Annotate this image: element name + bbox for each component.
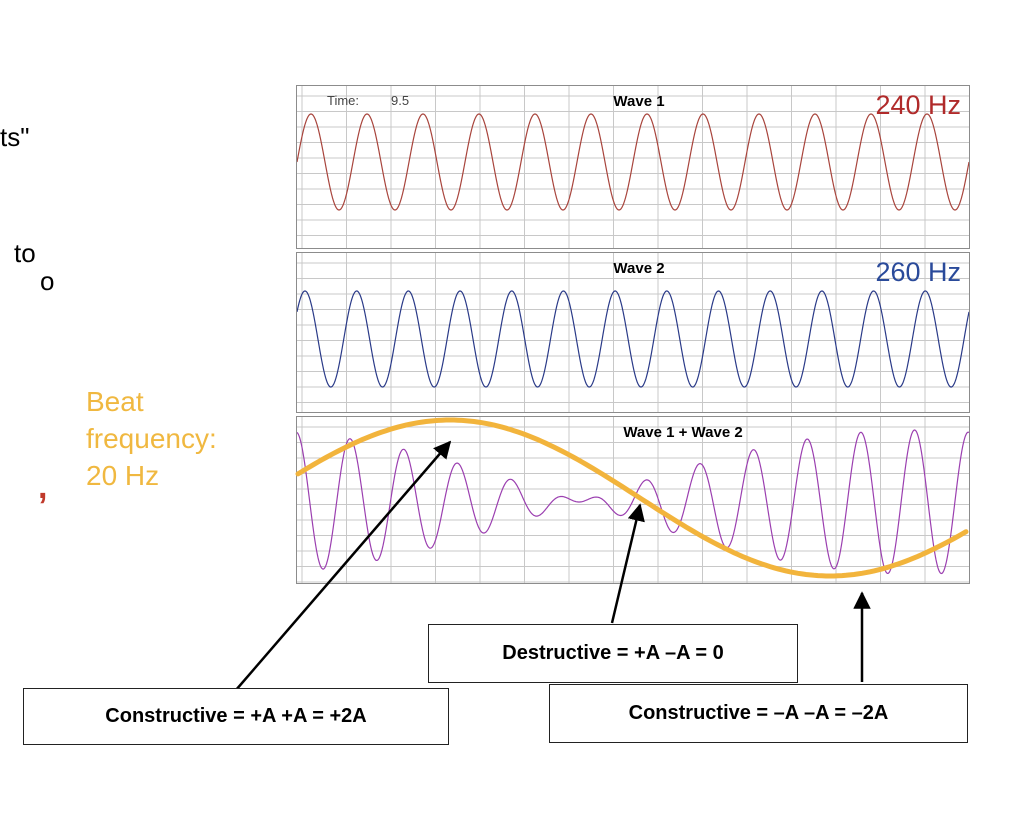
wave2-panel: Wave 2 260 Hz [296, 252, 970, 413]
edge-text-1: ts" [0, 122, 30, 152]
constructive-negative-callout: Constructive = –A –A = –2A [549, 684, 968, 743]
beat-envelope-curve [295, 417, 969, 579]
wave2-line [297, 290, 969, 388]
arrow-destructive [610, 503, 645, 624]
wave2-plot [297, 253, 969, 412]
wave2-frequency: 260 Hz [875, 257, 961, 287]
arrow-constructive-positive [235, 440, 452, 691]
wave1-title: Wave 1 [613, 93, 665, 110]
destructive-callout: Destructive = +A –A = 0 [428, 624, 798, 683]
constructive-positive-callout: Constructive = +A +A = +2A [23, 688, 449, 745]
edge-text-4: , [38, 468, 48, 506]
sum-title: Wave 1 + Wave 2 [623, 424, 743, 441]
beat-label-line1: Beat [86, 386, 144, 417]
wave1-frequency: 240 Hz [875, 90, 961, 120]
beat-label-line2: frequency: [86, 423, 217, 454]
sum-line [297, 429, 969, 575]
edge-text-3: o [40, 266, 55, 296]
edge-text-2: to [14, 238, 36, 268]
time-label: Time: [327, 93, 360, 108]
wave2-grid [297, 253, 969, 412]
wave1-plot [297, 86, 969, 248]
sum-plot [297, 417, 969, 583]
wave1-line [297, 113, 969, 211]
sum-panel: Wave 1 + Wave 2 [296, 416, 970, 584]
beat-frequency-label: Beat frequency: 20 Hz [86, 383, 217, 494]
wave1-grid [297, 86, 969, 248]
time-value: 9.5 [391, 93, 410, 108]
beat-label-line3: 20 Hz [86, 460, 160, 491]
wave1-panel: Time: 9.5 Wave 1 240 Hz [296, 85, 970, 249]
wave2-title: Wave 2 [613, 260, 665, 277]
